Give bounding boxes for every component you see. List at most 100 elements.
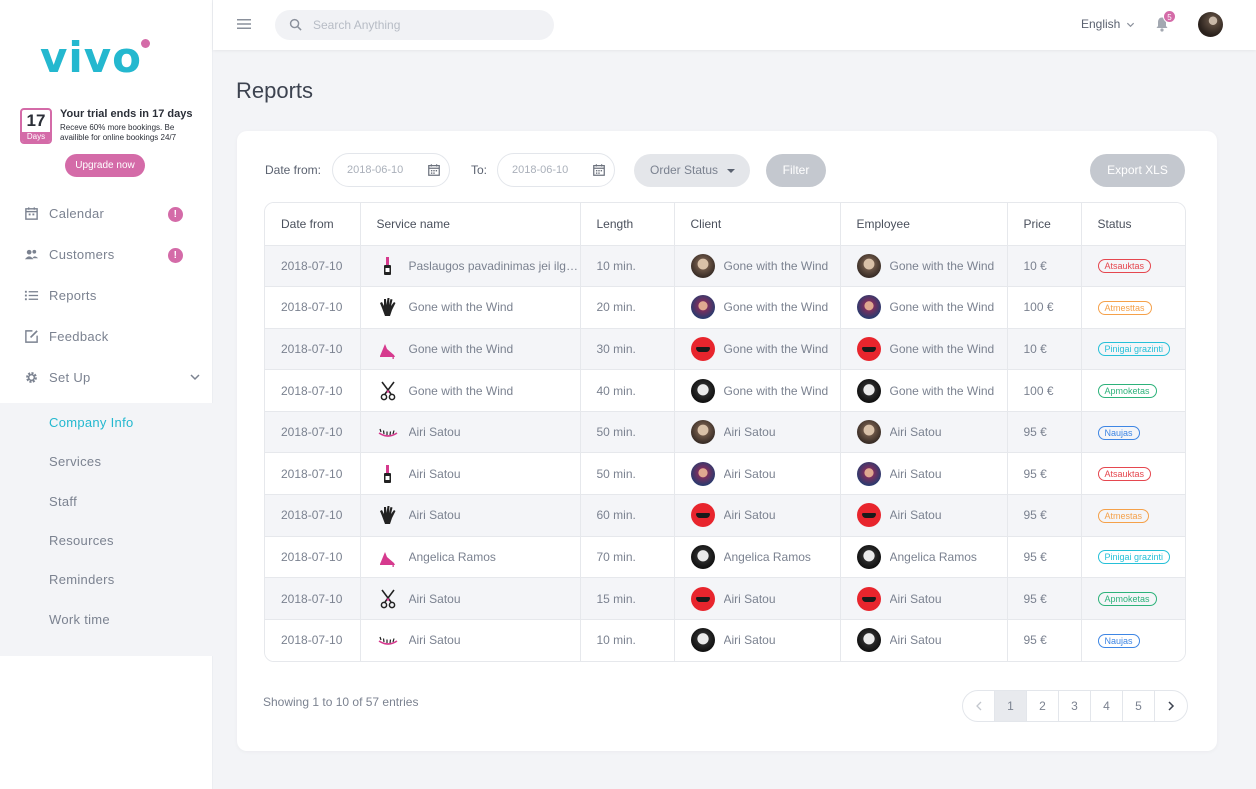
language-selector[interactable]: English <box>1081 17 1135 31</box>
subnav-item-work-time[interactable]: Work time <box>49 611 110 627</box>
customers-icon <box>24 249 39 260</box>
user-avatar[interactable] <box>1198 12 1223 37</box>
sidebar-item-label: Reports <box>49 288 97 303</box>
top-bar: English 5 <box>213 0 1256 50</box>
page-button-4[interactable]: 4 <box>1091 691 1123 721</box>
previous-page-button[interactable] <box>963 691 995 721</box>
date-cell: 2018-07-10 <box>265 410 361 453</box>
status-cell: Apmoketas <box>1081 577 1185 620</box>
alert-badge: ! <box>168 248 183 263</box>
sidebar: vivo 17 Days Your trial ends in 17 days … <box>0 0 213 789</box>
client-name: Airi Satou <box>723 591 776 606</box>
page-button-5[interactable]: 5 <box>1123 691 1155 721</box>
hamburger-menu-icon[interactable] <box>237 18 251 30</box>
sidebar-item-calendar[interactable]: Calendar ! <box>0 193 213 234</box>
export-xls-button[interactable]: Export XLS <box>1090 154 1185 187</box>
service-cell: Gone with the Wind <box>360 327 581 370</box>
page-button-1[interactable]: 1 <box>995 691 1027 721</box>
employee-avatar <box>856 586 881 611</box>
service-name: Airi Satou <box>408 633 461 648</box>
service-cell: Gone with the Wind <box>360 286 581 329</box>
search-input[interactable] <box>313 10 543 40</box>
status-badge: Apmoketas <box>1097 592 1157 607</box>
order-status-dropdown[interactable]: Order Status <box>634 154 750 187</box>
column-header-service[interactable]: Service name <box>360 203 581 245</box>
subnav-item-resources[interactable]: Resources <box>49 533 114 549</box>
filter-button[interactable]: Filter <box>766 154 826 187</box>
client-avatar <box>690 295 715 320</box>
sidebar-item-reports[interactable]: Reports <box>0 275 213 316</box>
column-header-price[interactable]: Price <box>1007 203 1082 245</box>
entries-summary: Showing 1 to 10 of 57 entries <box>263 695 419 709</box>
column-header-status[interactable]: Status <box>1081 203 1185 245</box>
sidebar-item-feedback[interactable]: Feedback <box>0 316 213 357</box>
subnav-item-reminders[interactable]: Reminders <box>49 572 115 588</box>
status-cell: Apmoketas <box>1081 369 1185 412</box>
employee-name: Airi Satou <box>889 508 942 523</box>
subnav-item-company-info[interactable]: Company Info <box>49 415 134 431</box>
date-cell: 2018-07-10 <box>265 452 361 495</box>
service-name: Gone with the Wind <box>408 300 514 315</box>
price-cell: 100 € <box>1007 369 1082 412</box>
table-row[interactable]: 2018-07-10 Gone with the Wind 40 min. Gone … <box>265 369 1185 412</box>
status-badge: Naujas <box>1097 633 1140 648</box>
sidebar-item-customers[interactable]: Customers ! <box>0 234 213 275</box>
employee-name: Airi Satou <box>889 425 942 440</box>
table-row[interactable]: 2018-07-10 Angelica Ramos 70 min. Angelica … <box>265 535 1185 578</box>
table-row[interactable]: 2018-07-10 Airi Satou 50 min. Airi Satou Air… <box>265 410 1185 453</box>
client-avatar <box>690 503 715 528</box>
status-badge: Apmoketas <box>1097 384 1157 399</box>
upgrade-now-button[interactable]: Upgrade now <box>65 154 145 177</box>
table-row[interactable]: 2018-07-10 Gone with the Wind 30 min. Gone … <box>265 327 1185 370</box>
calendar-icon[interactable] <box>427 163 441 177</box>
hand-icon <box>377 504 399 526</box>
page-title: Reports <box>236 78 314 103</box>
date-cell: 2018-07-10 <box>265 618 361 661</box>
page-button-3[interactable]: 3 <box>1059 691 1091 721</box>
date-cell: 2018-07-10 <box>265 327 361 370</box>
date-from-input[interactable]: 2018-06-10 <box>332 153 450 187</box>
price-cell: 100 € <box>1007 286 1082 329</box>
table-row[interactable]: 2018-07-10 Airi Satou 60 min. Airi Satou Air… <box>265 494 1185 537</box>
client-cell: Gone with the Wind <box>674 369 841 412</box>
service-name: Angelica Ramos <box>408 549 496 564</box>
table-row[interactable]: 2018-07-10 Airi Satou 15 min. Airi Satou Air… <box>265 577 1185 620</box>
service-name: Gone with the Wind <box>408 383 514 398</box>
table-body: 2018-07-10 Paslaugos pavadinimas jei ilge… <box>265 244 1185 661</box>
column-header-length[interactable]: Length <box>580 203 675 245</box>
reports-card: Date from: 2018-06-10 To: 2018-06-10 Ord… <box>237 131 1217 751</box>
table-row[interactable]: 2018-07-10 Gone with the Wind 20 min. Gone … <box>265 286 1185 329</box>
column-header-date[interactable]: Date from <box>265 203 361 245</box>
employee-cell: Airi Satou <box>840 494 1008 537</box>
next-page-button[interactable] <box>1155 691 1187 721</box>
employee-name: Angelica Ramos <box>889 549 977 564</box>
subnav-item-services[interactable]: Services <box>49 454 102 470</box>
notification-count-badge: 5 <box>1163 10 1176 23</box>
calendar-icon[interactable] <box>592 163 606 177</box>
date-to-input[interactable]: 2018-06-10 <box>497 153 615 187</box>
trial-notice: 17 Days Your trial ends in 17 days Recev… <box>20 108 210 148</box>
search-bar <box>275 10 554 40</box>
table-row[interactable]: 2018-07-10 Paslaugos pavadinimas jei ilge… <box>265 244 1185 287</box>
column-header-client[interactable]: Client <box>674 203 841 245</box>
employee-cell: Airi Satou <box>840 452 1008 495</box>
scissors-icon <box>377 380 399 402</box>
service-cell: Airi Satou <box>360 577 581 620</box>
length-cell: 70 min. <box>580 535 675 578</box>
price-cell: 95 € <box>1007 410 1082 453</box>
subnav-item-staff[interactable]: Staff <box>49 493 78 509</box>
service-name: Airi Satou <box>408 591 461 606</box>
length-cell: 50 min. <box>580 452 675 495</box>
table-row[interactable]: 2018-07-10 Airi Satou 50 min. Airi Satou Air… <box>265 452 1185 495</box>
page-button-2[interactable]: 2 <box>1027 691 1059 721</box>
sidebar-item-setup[interactable]: Set Up <box>0 357 213 398</box>
vivo-logo[interactable]: vivo <box>40 36 151 80</box>
employee-name: Airi Satou <box>889 466 942 481</box>
client-cell: Airi Satou <box>674 494 841 537</box>
length-cell: 30 min. <box>580 327 675 370</box>
reports-table: Date from Service name Length Client Emp… <box>264 202 1186 662</box>
table-row[interactable]: 2018-07-10 Airi Satou 10 min. Airi Satou Air… <box>265 618 1185 661</box>
gear-icon <box>26 372 37 383</box>
date-from-label: Date from: <box>265 163 322 177</box>
column-header-employee[interactable]: Employee <box>840 203 1008 245</box>
